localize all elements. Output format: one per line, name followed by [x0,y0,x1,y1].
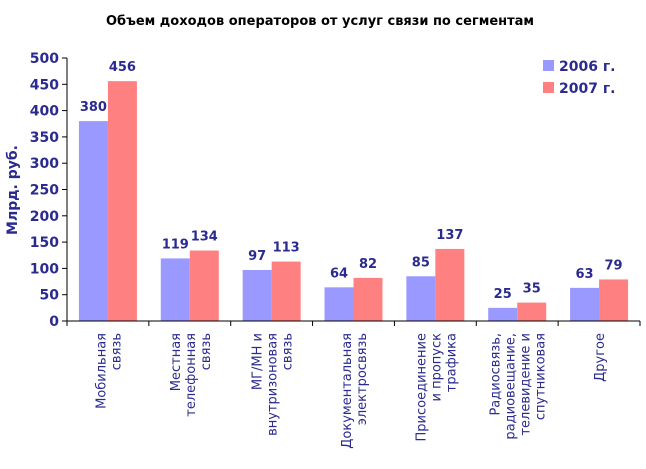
bar [78,121,108,322]
legend-label: 2006 г. [559,59,615,75]
category-label: Присоединение и пропуск трафика [414,333,459,442]
category-label: МГ/МН и внутризоновая связь [251,333,296,436]
data-label: 25 [494,287,512,302]
data-label: 82 [359,257,377,272]
category-label-line: МГ/МН и [251,333,266,390]
category-label: Мобильная связь [94,333,124,409]
y-tick-label: 400 [30,104,59,120]
bars-layer [78,81,629,322]
y-tick-label: 150 [30,235,59,251]
category-label-line: Радиосвязь, [489,333,504,416]
data-label: 85 [412,255,430,270]
category-label-line: телефонная [184,333,199,417]
bar [189,250,219,321]
bar [271,261,301,321]
category-label-line: связь [199,333,214,370]
category-label-line: Другое [593,333,608,382]
y-tick-label: 50 [40,288,60,304]
bar [599,279,629,321]
data-label: 97 [248,249,266,264]
category-label-line: электросвязь [355,333,370,425]
category-label: Документальная электросвязь [340,333,370,449]
category-label-line: связь [281,333,296,370]
data-label: 119 [162,237,189,252]
category-label-line: телевидение и [519,333,534,436]
category-label-line: трафика [444,333,459,392]
bar [517,302,547,321]
category-label-line: Присоединение [414,333,429,441]
y-tick-label: 500 [30,51,59,67]
category-label-line: связь [109,333,124,370]
category-label-line: Документальная [340,333,355,449]
data-label: 79 [605,258,623,273]
category-label-line: Мобильная [94,333,109,409]
y-tick-label: 200 [30,209,59,225]
bar [160,258,190,321]
legend-swatch [543,60,554,71]
bar [488,307,518,321]
legend: 2006 г. 2007 г. [543,59,615,97]
bar [107,81,137,321]
data-label: 137 [436,228,463,243]
data-label: 35 [523,282,541,297]
category-label-line: радиовещание, [504,333,519,440]
category-label: Местная телефонная связь [169,333,214,417]
bar [435,248,465,321]
chart-title: Объем доходов операторов от услуг связи … [106,14,534,29]
data-label: 64 [330,266,348,281]
bar [242,269,272,321]
y-tick-label: 250 [30,183,59,199]
data-label: 380 [80,100,107,115]
category-label: Другое [593,333,608,382]
category-label-line: внутризоновая [266,333,281,436]
category-label-line: и пропуск [429,333,444,402]
data-label: 134 [191,230,218,245]
y-tick-label: 350 [30,130,59,146]
category-label: Радиосвязь, радиовещание, телевидение и спу… [489,333,549,440]
bar [570,287,600,321]
data-label: 63 [576,267,594,282]
legend-swatch [543,82,554,93]
bar [324,287,354,321]
axes-layer [62,57,641,326]
y-tick-label: 100 [30,261,59,277]
y-tick-label: 300 [30,156,59,172]
category-label-line: Местная [169,333,184,391]
legend-label: 2007 г. [559,81,615,97]
labels-layer: 380 119 97 64 85 25 63 456 134 113 82 137 35 79 0 50 100… [30,51,623,449]
data-label: 456 [109,60,136,75]
y-tick-label: 450 [30,77,59,93]
data-label: 113 [273,241,300,256]
y-tick-label: 0 [49,314,59,330]
category-label-line: спутниковая [534,333,549,420]
y-axis-label: Млрд. руб. [5,145,21,235]
bar [406,276,436,321]
bar [353,277,383,321]
